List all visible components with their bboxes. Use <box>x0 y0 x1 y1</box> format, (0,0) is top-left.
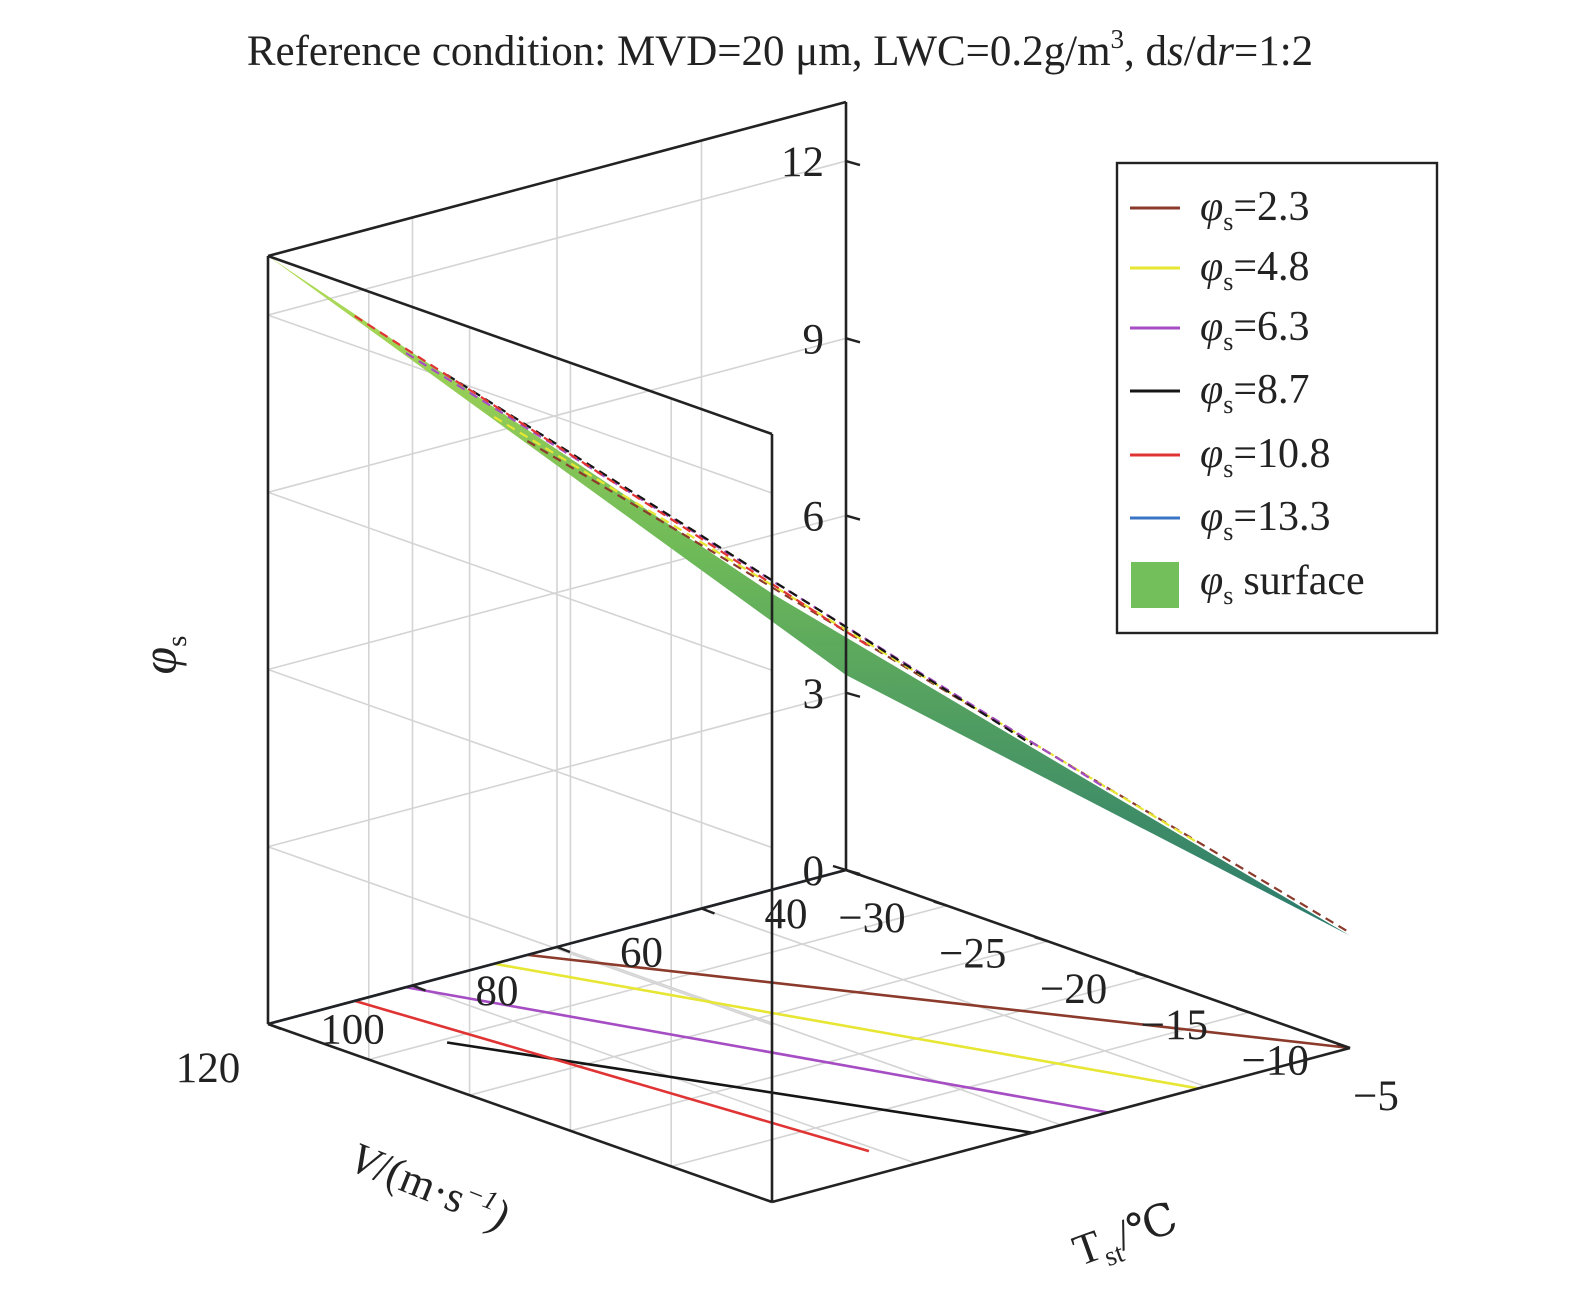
y-tick-label: 80 <box>476 968 519 1015</box>
x-tick-label: −15 <box>1141 1002 1208 1049</box>
axis-edge <box>267 254 773 436</box>
grid-line <box>412 984 917 1165</box>
legend-swatch-surface <box>1131 562 1179 608</box>
z-tick-label: 12 <box>781 139 824 186</box>
y-tick-mark <box>845 868 860 877</box>
legend-label: φs=2.3 <box>1200 184 1310 236</box>
x-tick-label: −25 <box>939 931 1006 978</box>
x-tick-mark <box>1235 1007 1250 1014</box>
y-tick-mark <box>412 984 426 992</box>
floor-contour-line <box>493 962 1199 1090</box>
z-tick-mark <box>845 691 861 698</box>
surface-contour-line <box>446 374 1033 746</box>
y-tick-mark <box>701 907 715 915</box>
y-tick-label: 40 <box>765 891 808 938</box>
x-tick-label: −20 <box>1040 966 1107 1013</box>
legend-label: φs=13.3 <box>1200 494 1331 546</box>
grid-line <box>267 514 847 671</box>
x-tick-label: −30 <box>838 895 905 942</box>
z-tick-label: 9 <box>803 316 825 363</box>
x-tick-mark <box>1135 971 1149 978</box>
x-tick-labels: −30 −25 −20 −15 −10 −5 <box>838 895 1399 1120</box>
y-tick-label: 100 <box>320 1007 385 1054</box>
x-tick-label: −10 <box>1242 1037 1309 1084</box>
z-axis-label: φs <box>131 636 193 675</box>
legend-entry: φs=13.3 <box>1130 494 1331 546</box>
legend-label: φs=4.8 <box>1200 244 1310 296</box>
legend-entry: φs=10.8 <box>1130 431 1331 483</box>
legend-entry: φs=4.8 <box>1130 244 1310 296</box>
grid-line <box>267 846 773 1026</box>
legend-entry: φs=8.7 <box>1130 367 1310 419</box>
surface-contour-line <box>526 440 1351 934</box>
axis-edge <box>771 1046 1351 1204</box>
surface-contour-line <box>354 314 870 648</box>
axis-edge <box>845 868 1351 1050</box>
y-tick-labels: 40 60 80 100 120 <box>176 891 808 1092</box>
legend: φs=2.3 φs=4.8 φs=6.3 φs=8.7 φs=10.8 φs=1… <box>1115 161 1439 635</box>
grid-line <box>267 491 773 672</box>
legend-entry: φs=2.3 <box>1130 184 1310 236</box>
z-tick-mark <box>845 337 861 344</box>
y-tick-mark <box>267 1022 282 1031</box>
x-tick-label: −5 <box>1353 1073 1399 1120</box>
grid-line <box>701 907 1206 1088</box>
grid-line <box>267 691 847 848</box>
legend-label: φs=10.8 <box>1200 431 1331 483</box>
tick-marks <box>267 159 1351 1050</box>
axis-edge <box>267 100 847 258</box>
x-axis-label: Tst/℃ <box>1066 1193 1186 1282</box>
x-tick-mark <box>1336 1042 1351 1050</box>
x-tick-mark <box>832 864 847 872</box>
legend-label: φs=8.7 <box>1200 367 1310 419</box>
legend-entry-surface: φs surface <box>1131 558 1365 610</box>
grid-line <box>267 668 773 849</box>
y-axis-label: V/(m·s−1) <box>343 1132 516 1241</box>
axis-edge <box>267 1022 773 1204</box>
y-tick-label: 60 <box>620 930 663 977</box>
z-tick-label: 6 <box>803 494 825 541</box>
z-tick-mark <box>845 159 861 167</box>
x-tick-mark <box>1034 936 1048 943</box>
legend-entry: φs=6.3 <box>1130 304 1310 356</box>
z-tick-label: 0 <box>803 848 825 895</box>
grid-line <box>267 337 847 494</box>
y-tick-label: 120 <box>176 1045 241 1092</box>
y-tick-mark <box>556 945 571 954</box>
legend-label: φs surface <box>1200 558 1365 610</box>
axes-frame <box>266 100 1351 1204</box>
grid-line <box>267 314 773 494</box>
legend-label: φs=6.3 <box>1200 304 1310 356</box>
floor-contour-line <box>527 953 1351 1050</box>
floor-contour-line <box>405 985 1109 1114</box>
z-tick-label: 3 <box>803 671 825 718</box>
legend-box <box>1115 161 1439 635</box>
chart-title: Reference condition: MVD=20 μm, LWC=0.2g… <box>247 24 1313 75</box>
x-tick-mark <box>933 900 948 907</box>
grid-line <box>556 946 1062 1126</box>
z-tick-labels: 0 3 6 9 12 <box>781 139 824 895</box>
z-tick-mark <box>845 514 861 521</box>
floor-contour-line <box>354 999 870 1153</box>
